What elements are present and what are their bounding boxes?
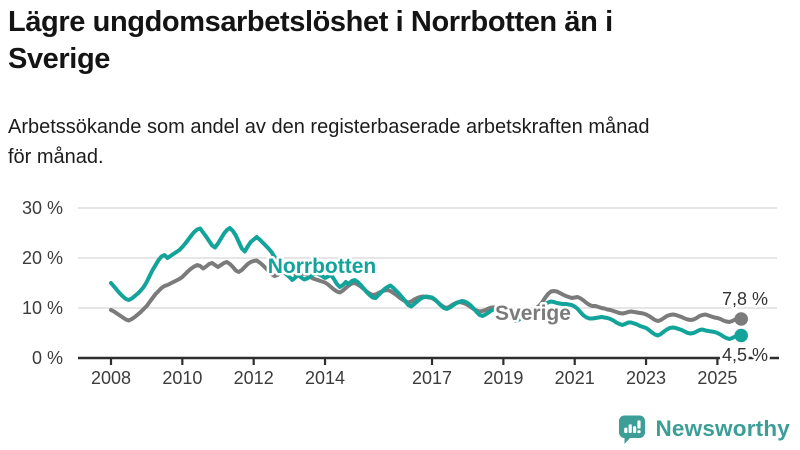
series-label-sverige: Sverige bbox=[495, 302, 571, 325]
series-end-dot-norrbotten bbox=[734, 328, 748, 343]
chart-subtitle-line1: Arbetssökande som andel av den registerb… bbox=[8, 116, 650, 138]
end-value-label-sverige: 7,8 % bbox=[722, 289, 768, 309]
speech-bubble-shape bbox=[619, 415, 646, 444]
series-line-sverige bbox=[109, 258, 744, 324]
series-end-dot-sverige bbox=[734, 312, 748, 326]
series-line-norrbotten bbox=[109, 226, 744, 341]
y-axis-label-30: 30 % bbox=[22, 198, 63, 218]
x-axis-label-2010: 2010 bbox=[162, 368, 202, 388]
newsworthy-wordmark: Newsworthy bbox=[655, 416, 790, 441]
axes bbox=[78, 356, 779, 365]
chart-labels: 30 % 20 % 10 % 0 % 2008 2010 2012 2014 2017 2019 2… bbox=[22, 198, 771, 388]
gridlines bbox=[78, 207, 777, 309]
chart-header: Lägre ungdomsarbetslöshet i Norrbotten ä… bbox=[8, 4, 794, 168]
x-axis-label-2021: 2021 bbox=[555, 368, 595, 388]
x-axis-label-2012: 2012 bbox=[234, 368, 274, 388]
x-axis-label-2023: 2023 bbox=[626, 368, 666, 388]
series-label-norrbotten: Norrbotten bbox=[268, 255, 377, 278]
page-title: Lägre ungdomsarbetslöshet i Norrbotten ä… bbox=[8, 4, 794, 78]
mini-bar-chart-glyph bbox=[624, 419, 642, 433]
x-axis-label-2014: 2014 bbox=[305, 368, 345, 388]
newsworthy-logo: Newsworthy bbox=[618, 413, 790, 445]
x-axis-label-2019: 2019 bbox=[483, 368, 523, 388]
chart-subtitle: Arbetssökande som andel av den registerb… bbox=[8, 112, 650, 172]
chart-subtitle-line2: för månad. bbox=[8, 146, 104, 168]
y-axis-label-20: 20 % bbox=[22, 248, 63, 268]
x-axis-label-2025: 2025 bbox=[697, 368, 737, 388]
y-axis-label-0: 0 % bbox=[32, 348, 63, 368]
page-title-line1: Lägre ungdomsarbetslöshet i Norrbotten ä… bbox=[8, 6, 613, 38]
series-lines bbox=[109, 226, 748, 343]
y-axis-label-10: 10 % bbox=[22, 298, 63, 318]
newsworthy-bubble-chart-icon bbox=[619, 415, 646, 444]
x-axis-label-2008: 2008 bbox=[91, 368, 131, 388]
end-value-label-norrbotten: 4,5 % bbox=[722, 345, 768, 365]
page-title-line2: Sverige bbox=[8, 43, 110, 75]
x-axis-label-2017: 2017 bbox=[412, 368, 452, 388]
